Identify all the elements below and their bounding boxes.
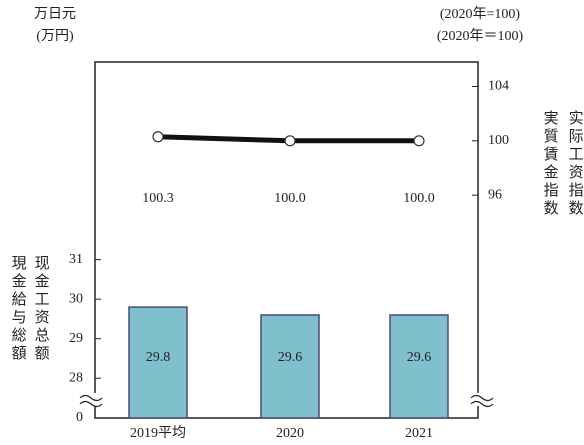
y-unit: (万円) [36, 29, 74, 44]
y2-unit: (2020年=100) [440, 6, 521, 22]
line-value-label: 100.0 [274, 191, 306, 206]
bar [128, 306, 188, 419]
x-tick-label: 2019平均 [130, 425, 186, 441]
y-tick-label: 30 [69, 291, 83, 306]
line-value-label: 100.3 [142, 191, 174, 206]
y2-label: 实际工资指数 [567, 110, 584, 218]
y2-tick-label: 100 [488, 133, 509, 148]
y-tick-label: 28 [69, 370, 83, 385]
y-label: 现金工资总额 [33, 255, 50, 363]
y-tick-label: 31 [69, 252, 83, 267]
bar [260, 314, 320, 419]
line-value-label: 100.0 [403, 191, 435, 206]
y2-tick-label: 96 [488, 187, 502, 202]
y-tick-label: 0 [76, 410, 83, 425]
x-tick-label: 2020 [276, 426, 304, 441]
y2-unit: (2020年＝100) [437, 28, 524, 44]
bar [389, 314, 449, 419]
y2-label: 実質賃金指数 [542, 110, 559, 218]
bar-value-label: 29.8 [146, 350, 171, 365]
y2-tick-label: 104 [488, 79, 509, 94]
axis-break [79, 393, 494, 408]
line-marker [413, 135, 425, 147]
line-marker [284, 135, 296, 147]
line-marker [152, 131, 164, 143]
y-unit: 万日元 [34, 7, 76, 22]
bar-value-label: 29.6 [278, 350, 303, 365]
bar-value-label: 29.6 [407, 350, 432, 365]
x-tick-label: 2021 [405, 426, 433, 441]
y-label: 現金給与総額 [10, 255, 27, 363]
y-tick-label: 29 [69, 331, 83, 346]
